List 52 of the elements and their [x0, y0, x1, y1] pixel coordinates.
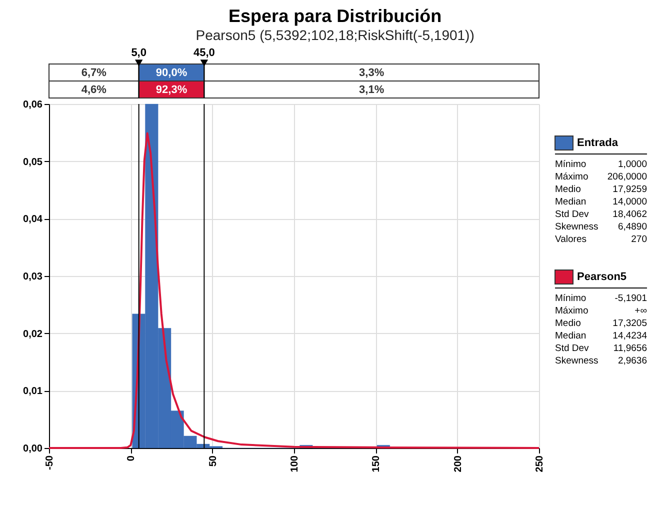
text: Mínimo — [555, 293, 586, 304]
text: 3,1% — [359, 84, 384, 96]
y-tick-label: 0,04 — [23, 214, 43, 226]
x-tick-label: 250 — [534, 455, 546, 472]
text: 11,9656 — [613, 343, 647, 354]
text: 4,6% — [81, 84, 107, 96]
text: Std Dev — [555, 209, 590, 220]
x-tick-label: 150 — [371, 455, 382, 472]
y-tick-label: 0,02 — [23, 328, 43, 340]
text: Máximo — [555, 306, 588, 316]
text: Máximo — [555, 172, 588, 182]
x-tick-label: 200 — [452, 455, 464, 472]
text: Mínimo — [555, 159, 586, 170]
text: 270 — [631, 234, 647, 245]
x-tick-label: 50 — [208, 455, 219, 467]
text: 206,0000 — [607, 172, 647, 182]
text: 90,0% — [156, 67, 188, 79]
y-tick-label: 0,05 — [23, 156, 43, 168]
chart-title: Espera para Distribución — [228, 6, 442, 26]
x-tick-label: -50 — [44, 455, 56, 470]
text: Median — [555, 196, 586, 208]
text: Skewness — [555, 222, 599, 232]
text: Std Dev — [555, 343, 590, 354]
text: Medio — [555, 184, 581, 195]
chart-subtitle: Pearson5 (5,5392;102,18;RiskShift(-5,1901)) — [196, 27, 474, 43]
y-tick-label: 0,03 — [23, 272, 43, 282]
text: +∞ — [634, 306, 648, 316]
text: 14,0000 — [612, 196, 647, 208]
text: 6,4890 — [618, 222, 647, 232]
text: 3,3% — [359, 67, 384, 79]
text: Median — [555, 330, 586, 342]
text: Valores — [555, 234, 587, 245]
text: 18,4062 — [612, 209, 647, 220]
text: 14,4234 — [612, 330, 647, 342]
ref-line-label: 5,0 — [131, 47, 146, 59]
text: 1,0000 — [618, 159, 647, 170]
text: 17,9259 — [612, 184, 647, 195]
text: Medio — [555, 318, 581, 329]
text: Skewness — [555, 356, 599, 366]
x-tick-label: 100 — [290, 455, 300, 472]
y-tick-label: 0,01 — [23, 386, 43, 398]
text: 2,9636 — [618, 356, 647, 366]
x-tick-label: 0 — [126, 455, 138, 462]
y-tick-label: 0,00 — [23, 444, 43, 454]
ref-line-label: 45,0 — [193, 47, 215, 59]
text: -5,1901 — [614, 293, 647, 304]
text: 6,7% — [81, 67, 107, 79]
text: 17,3205 — [612, 318, 647, 329]
legend-label: Pearson5 — [577, 271, 627, 283]
y-tick-label: 0,06 — [23, 100, 43, 110]
legend-label: Entrada — [577, 137, 619, 149]
text: 92,3% — [156, 84, 188, 96]
